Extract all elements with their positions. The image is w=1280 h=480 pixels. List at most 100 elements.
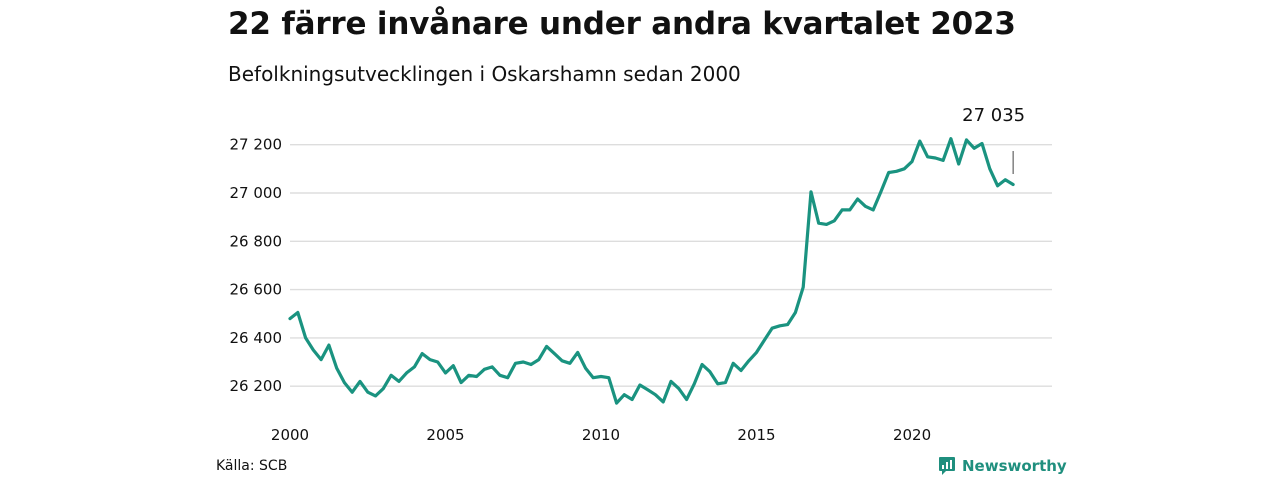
data-point	[895, 170, 898, 173]
data-point	[1011, 183, 1015, 186]
data-point	[903, 167, 906, 171]
data-point	[941, 159, 945, 162]
data-point	[980, 142, 984, 145]
data-point	[965, 138, 968, 142]
data-point	[288, 317, 292, 320]
x-tick-label: 2015	[737, 426, 775, 444]
data-point	[327, 343, 331, 347]
end-value-label: 27 035	[962, 105, 1025, 126]
data-point	[988, 167, 992, 171]
data-point	[770, 326, 774, 330]
data-point	[755, 351, 758, 354]
data-point	[343, 381, 346, 384]
y-tick-label: 27 200	[230, 136, 283, 154]
y-axis-ticks: 26 200 26 400 26 600 26 800 27 000 27 200	[230, 136, 283, 396]
data-point	[312, 348, 315, 352]
data-point	[335, 366, 339, 370]
data-point	[677, 387, 681, 390]
data-point	[856, 197, 859, 201]
y-tick-label: 26 600	[230, 281, 283, 299]
data-point	[638, 383, 642, 387]
y-tick-label: 26 400	[230, 329, 283, 347]
data-point	[763, 339, 766, 342]
data-point	[879, 190, 883, 194]
data-point	[607, 376, 611, 380]
data-point	[685, 398, 688, 401]
data-point	[623, 393, 626, 397]
data-point	[374, 394, 377, 398]
data-point	[724, 381, 727, 384]
data-point	[786, 323, 789, 326]
end-annotation: 27 035	[962, 105, 1025, 174]
data-point	[560, 359, 564, 363]
x-axis-ticks: 2000 2005 2010 2015 2020	[271, 426, 931, 444]
x-tick-label: 2020	[893, 426, 931, 444]
y-tick-label: 26 800	[230, 232, 283, 250]
data-point	[537, 358, 541, 361]
data-point	[514, 362, 517, 365]
data-point	[436, 360, 440, 364]
bar-chart-speech-bubble-icon	[939, 457, 955, 475]
data-point	[778, 324, 782, 328]
x-tick-label: 2010	[582, 426, 620, 444]
data-point	[871, 208, 875, 212]
data-point	[413, 365, 416, 369]
data-point	[428, 358, 432, 361]
data-point	[864, 205, 867, 208]
series-layer	[288, 137, 1015, 405]
data-point	[661, 400, 665, 404]
data-point	[1004, 178, 1007, 181]
data-point	[553, 352, 556, 355]
data-point	[467, 374, 471, 377]
data-point	[382, 387, 385, 390]
data-point	[646, 388, 649, 392]
brand-name: Newsworthy	[962, 457, 1067, 475]
data-point	[708, 370, 712, 374]
data-point	[615, 401, 618, 405]
data-point	[739, 369, 743, 372]
source-note: Källa: SCB	[216, 458, 288, 474]
series-line	[288, 137, 1015, 405]
data-point	[529, 363, 533, 366]
data-point	[591, 376, 595, 380]
data-point	[801, 285, 805, 289]
data-point	[452, 364, 455, 368]
data-point	[654, 393, 657, 397]
data-point	[420, 352, 424, 355]
data-point	[840, 208, 844, 212]
data-points	[288, 137, 1015, 405]
data-point	[887, 171, 890, 174]
data-point	[319, 358, 323, 361]
data-point	[972, 147, 976, 150]
data-point	[545, 345, 548, 348]
data-point	[825, 223, 828, 226]
data-point	[700, 363, 704, 366]
data-point	[630, 398, 634, 401]
data-point	[833, 219, 836, 223]
data-point	[568, 362, 572, 365]
data-point	[576, 351, 579, 354]
data-point	[848, 208, 852, 212]
data-point	[910, 160, 914, 163]
data-point	[475, 375, 478, 378]
data-point	[599, 375, 603, 378]
data-point	[444, 371, 447, 375]
data-point	[358, 380, 362, 383]
data-point	[506, 376, 510, 380]
data-point	[747, 359, 751, 363]
data-point	[522, 360, 525, 364]
x-tick-label: 2000	[271, 426, 309, 444]
data-point	[693, 382, 696, 386]
chart-subtitle: Befolkningsutvecklingen i Oskarshamn sed…	[228, 62, 741, 86]
data-point	[934, 156, 937, 160]
data-point	[949, 137, 953, 140]
data-point	[397, 380, 401, 383]
data-point	[716, 382, 719, 386]
data-point	[926, 155, 929, 159]
data-point	[809, 190, 813, 194]
data-point	[669, 380, 673, 383]
data-point	[459, 381, 463, 384]
data-point	[490, 365, 494, 369]
data-point	[389, 374, 393, 377]
